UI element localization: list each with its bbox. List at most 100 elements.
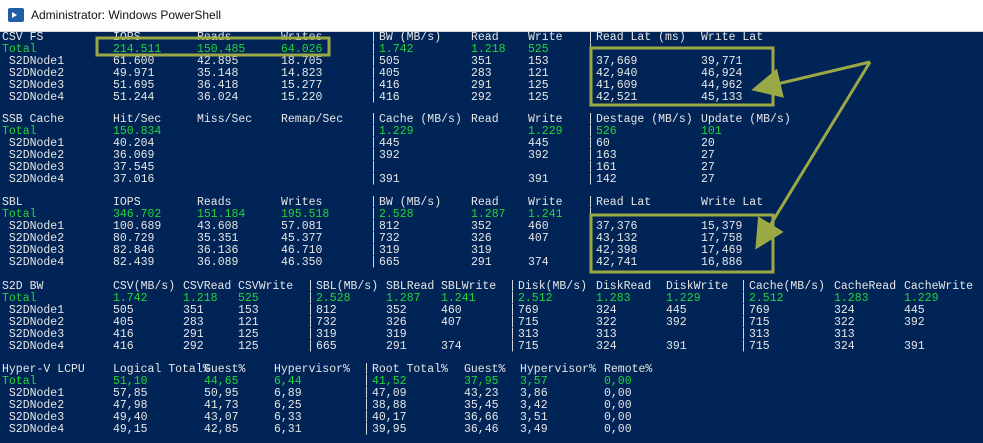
s2dbw-r5-c8: 324 <box>596 340 617 353</box>
csvfs-r4-c4: 416 <box>379 79 400 92</box>
ssbcache-r2-c0: S2DNode1 <box>2 137 65 150</box>
csvfs-r4-c1: 51.695 <box>113 79 155 92</box>
s2dbw-separator: | <box>509 304 516 317</box>
sbl-r5-c3: 46.350 <box>281 256 323 269</box>
hyperv-r2-c0: S2DNode1 <box>2 387 65 400</box>
ssbcache-separator: | <box>370 149 377 162</box>
ssbcache-r5-c8: 27 <box>701 173 715 186</box>
ssbcache-r0-c0: SSB Cache <box>2 113 65 126</box>
sbl-r1-c1: 346.702 <box>113 208 162 221</box>
sbl-r5-c1: 82.439 <box>113 256 155 269</box>
hyperv-r3-c6: 3,42 <box>520 399 548 412</box>
hyperv-r4-c6: 3,51 <box>520 411 548 424</box>
hyperv-r3-c3: 6,25 <box>274 399 302 412</box>
ssbcache-r2-c6: 445 <box>528 137 549 150</box>
s2dbw-separator: | <box>307 316 314 329</box>
csvfs-r1-c6: 525 <box>528 43 549 56</box>
sbl-separator: | <box>370 256 377 269</box>
csvfs-separator: | <box>587 91 594 104</box>
sbl-r1-c0: Total <box>2 208 37 221</box>
sbl-r1-c6: 1.241 <box>528 208 563 221</box>
sbl-r4-c2: 36.136 <box>197 244 239 257</box>
s2dbw-r1-c3: 525 <box>238 292 259 305</box>
s2dbw-separator: | <box>740 304 747 317</box>
hyperv-r2-c6: 3,86 <box>520 387 548 400</box>
ssbcache-separator: | <box>370 113 377 126</box>
hyperv-r3-c1: 47,98 <box>113 399 148 412</box>
s2dbw-r2-c4: 812 <box>316 304 337 317</box>
ssbcache-r0-c3: Remap/Sec <box>281 113 344 126</box>
sbl-r1-c2: 151.184 <box>197 208 246 221</box>
s2dbw-r2-c8: 324 <box>596 304 617 317</box>
s2dbw-separator: | <box>509 280 516 293</box>
sbl-r2-c3: 57.081 <box>281 220 323 233</box>
ssbcache-r1-c7: 526 <box>596 125 617 138</box>
s2dbw-separator: | <box>740 316 747 329</box>
ssbcache-r4-c7: 161 <box>596 161 617 174</box>
sbl-r0-c3: Writes <box>281 196 323 209</box>
hyperv-r5-c1: 49,15 <box>113 423 148 436</box>
s2dbw-r3-c4: 732 <box>316 316 337 329</box>
s2dbw-r0-c7: Disk(MB/s) <box>518 280 588 293</box>
sbl-r4-c1: 82.846 <box>113 244 155 257</box>
sbl-r0-c1: IOPS <box>113 196 141 209</box>
ssbcache-r1-c6: 1.229 <box>528 125 563 138</box>
hyperv-r0-c4: Root Total% <box>372 363 448 376</box>
ssbcache-separator: | <box>370 125 377 138</box>
s2dbw-separator: | <box>740 280 747 293</box>
s2dbw-r2-c2: 351 <box>183 304 204 317</box>
csvfs-separator: | <box>370 43 377 56</box>
hyperv-r1-c2: 44,65 <box>204 375 239 388</box>
s2dbw-r4-c10: 313 <box>749 328 770 341</box>
s2dbw-r1-c6: 1.241 <box>441 292 476 305</box>
hyperv-r3-c0: S2DNode2 <box>2 399 65 412</box>
csvfs-r1-c4: 1.742 <box>379 43 414 56</box>
s2dbw-r0-c6: SBLWrite <box>441 280 497 293</box>
sbl-r3-c4: 732 <box>379 232 400 245</box>
csvfs-r2-c4: 505 <box>379 55 400 68</box>
s2dbw-r5-c1: 416 <box>113 340 134 353</box>
sbl-r2-c0: S2DNode1 <box>2 220 65 233</box>
ssbcache-r4-c8: 27 <box>701 161 715 174</box>
ssbcache-r2-c8: 20 <box>701 137 715 150</box>
hyperv-separator: | <box>363 375 370 388</box>
s2dbw-r0-c4: SBL(MB/s) <box>316 280 379 293</box>
s2dbw-r3-c12: 392 <box>904 316 925 329</box>
hyperv-r4-c7: 0,00 <box>604 411 632 424</box>
s2dbw-separator: | <box>740 292 747 305</box>
csvfs-r4-c3: 15.277 <box>281 79 323 92</box>
s2dbw-r0-c11: CacheRead <box>834 280 897 293</box>
csvfs-r0-c6: Write <box>528 31 563 44</box>
s2dbw-separator: | <box>307 340 314 353</box>
console-output[interactable]: CSV FS IOPS Reads Writes BW (MB/s) | Read Write… <box>0 31 983 443</box>
hyperv-separator: | <box>363 387 370 400</box>
s2dbw-r4-c3: 125 <box>238 328 259 341</box>
csvfs-r5-c7: 42,521 <box>596 91 638 104</box>
sbl-r5-c7: 42,741 <box>596 256 638 269</box>
s2dbw-r5-c2: 292 <box>183 340 204 353</box>
s2dbw-r3-c10: 715 <box>749 316 770 329</box>
hyperv-separator: | <box>363 363 370 376</box>
hyperv-r2-c3: 6,89 <box>274 387 302 400</box>
sbl-r3-c3: 45.377 <box>281 232 323 245</box>
ssbcache-r3-c6: 392 <box>528 149 549 162</box>
csvfs-r2-c6: 153 <box>528 55 549 68</box>
ssbcache-separator: | <box>587 113 594 126</box>
csvfs-separator: | <box>370 55 377 68</box>
hyperv-r2-c5: 43,23 <box>464 387 499 400</box>
csvfs-r2-c1: 61.600 <box>113 55 155 68</box>
ssbcache-r5-c0: S2DNode4 <box>2 173 65 186</box>
ssbcache-r0-c1: Hit/Sec <box>113 113 162 126</box>
sbl-r0-c2: Reads <box>197 196 232 209</box>
s2dbw-r5-c7: 715 <box>518 340 539 353</box>
csvfs-separator: | <box>370 31 377 44</box>
ssbcache-r1-c8: 101 <box>701 125 722 138</box>
s2dbw-r0-c8: DiskRead <box>596 280 652 293</box>
csvfs-r3-c2: 35.148 <box>197 67 239 80</box>
ssbcache-separator: | <box>587 161 594 174</box>
window-titlebar[interactable]: Administrator: Windows PowerShell <box>0 0 983 32</box>
ssbcache-r3-c8: 27 <box>701 149 715 162</box>
s2dbw-r1-c9: 1.229 <box>666 292 701 305</box>
s2dbw-r1-c11: 1.283 <box>834 292 869 305</box>
s2dbw-r2-c11: 324 <box>834 304 855 317</box>
